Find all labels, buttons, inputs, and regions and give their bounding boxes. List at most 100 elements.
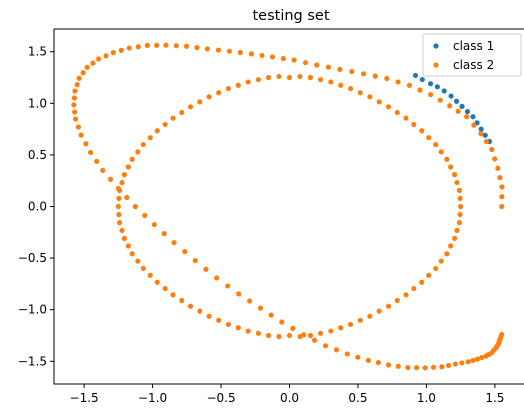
data-point-series-2 xyxy=(297,334,302,339)
data-point-series-2 xyxy=(117,188,122,193)
data-point-series-2 xyxy=(108,177,113,182)
data-point-series-1 xyxy=(479,127,484,132)
data-point-series-2 xyxy=(395,79,400,84)
data-point-series-2 xyxy=(122,172,127,177)
x-tick-label: −0.5 xyxy=(206,391,235,405)
data-point-series-2 xyxy=(287,333,292,338)
data-point-series-2 xyxy=(79,132,84,137)
data-point-series-2 xyxy=(452,236,457,241)
data-point-series-2 xyxy=(403,292,408,297)
data-point-series-2 xyxy=(471,123,476,128)
data-point-series-2 xyxy=(466,359,471,364)
data-point-series-2 xyxy=(270,54,275,59)
data-point-series-2 xyxy=(478,131,483,136)
data-point-series-2 xyxy=(438,98,443,103)
data-point-series-2 xyxy=(348,322,353,327)
data-point-series-2 xyxy=(281,56,286,61)
data-point-series-1 xyxy=(428,81,433,86)
data-point-series-2 xyxy=(226,322,231,327)
data-point-series-2 xyxy=(433,266,438,271)
data-point-series-2 xyxy=(116,212,121,217)
legend-label-class-2: class 2 xyxy=(453,58,494,72)
data-point-series-2 xyxy=(439,149,444,154)
data-point-series-2 xyxy=(72,95,77,100)
data-point-series-2 xyxy=(419,128,424,133)
data-point-series-2 xyxy=(216,318,221,323)
data-point-series-2 xyxy=(116,196,121,201)
data-point-series-2 xyxy=(447,103,452,108)
data-point-series-2 xyxy=(170,116,175,121)
data-point-series-2 xyxy=(126,243,131,248)
data-point-series-2 xyxy=(76,124,81,129)
data-point-series-2 xyxy=(349,69,354,74)
data-point-series-2 xyxy=(297,74,302,79)
data-point-series-2 xyxy=(122,236,127,241)
data-point-series-2 xyxy=(266,333,271,338)
data-point-series-2 xyxy=(457,188,462,193)
data-point-series-1 xyxy=(459,104,464,109)
data-point-series-2 xyxy=(452,172,457,177)
data-point-series-2 xyxy=(256,331,261,336)
data-point-series-1 xyxy=(454,99,459,104)
data-point-series-2 xyxy=(457,220,462,225)
data-point-series-2 xyxy=(119,228,124,233)
data-point-series-2 xyxy=(236,83,241,88)
data-point-series-2 xyxy=(148,273,153,278)
data-point-series-2 xyxy=(366,358,371,363)
data-point-series-2 xyxy=(355,355,360,360)
x-tick-label: 0.5 xyxy=(348,391,367,405)
data-point-series-2 xyxy=(197,99,202,104)
data-point-series-2 xyxy=(395,110,400,115)
data-point-series-2 xyxy=(337,67,342,72)
data-point-series-2 xyxy=(458,204,463,209)
data-point-series-2 xyxy=(96,56,101,61)
data-point-series-2 xyxy=(276,334,281,339)
data-point-series-2 xyxy=(124,195,129,200)
data-point-series-2 xyxy=(492,156,497,161)
data-point-series-2 xyxy=(141,266,146,271)
data-point-series-2 xyxy=(119,180,124,185)
data-point-series-1 xyxy=(435,84,440,89)
data-point-series-2 xyxy=(499,194,504,199)
data-point-series-2 xyxy=(77,76,82,81)
data-point-series-2 xyxy=(444,157,449,162)
data-point-series-2 xyxy=(290,326,295,331)
chart-title: testing set xyxy=(252,8,329,24)
data-point-series-2 xyxy=(236,325,241,330)
data-point-series-1 xyxy=(442,88,447,93)
data-point-series-2 xyxy=(152,222,157,227)
data-point-series-2 xyxy=(489,147,494,152)
data-point-series-2 xyxy=(100,168,105,173)
data-point-series-2 xyxy=(136,44,141,49)
data-point-series-2 xyxy=(373,74,378,79)
data-point-series-2 xyxy=(470,358,475,363)
x-tick-label: −1.0 xyxy=(138,391,167,405)
x-tick-label: 1.5 xyxy=(485,391,504,405)
data-point-series-2 xyxy=(225,283,230,288)
data-point-series-2 xyxy=(345,351,350,356)
data-point-series-2 xyxy=(464,114,469,119)
data-point-series-2 xyxy=(236,291,241,296)
data-point-series-2 xyxy=(454,180,459,185)
y-tick-label: −1.5 xyxy=(18,354,47,368)
data-point-series-2 xyxy=(308,75,313,80)
data-point-series-2 xyxy=(377,309,382,314)
data-point-series-2 xyxy=(133,204,138,209)
data-point-series-2 xyxy=(135,149,140,154)
data-point-series-2 xyxy=(439,364,444,369)
data-point-series-2 xyxy=(411,286,416,291)
data-point-series-2 xyxy=(276,74,281,79)
legend: class 1 class 2 xyxy=(423,34,521,76)
data-point-series-2 xyxy=(444,251,449,256)
data-point-series-2 xyxy=(71,102,76,107)
data-point-series-2 xyxy=(314,62,319,67)
data-point-series-2 xyxy=(495,166,500,171)
data-point-series-2 xyxy=(426,273,431,278)
data-point-series-1 xyxy=(465,109,470,114)
y-tick-label: 1.0 xyxy=(28,96,47,110)
data-point-series-2 xyxy=(90,61,95,66)
data-point-series-2 xyxy=(269,312,274,317)
y-tick-label: 1.5 xyxy=(28,45,47,59)
data-point-series-2 xyxy=(163,122,168,127)
